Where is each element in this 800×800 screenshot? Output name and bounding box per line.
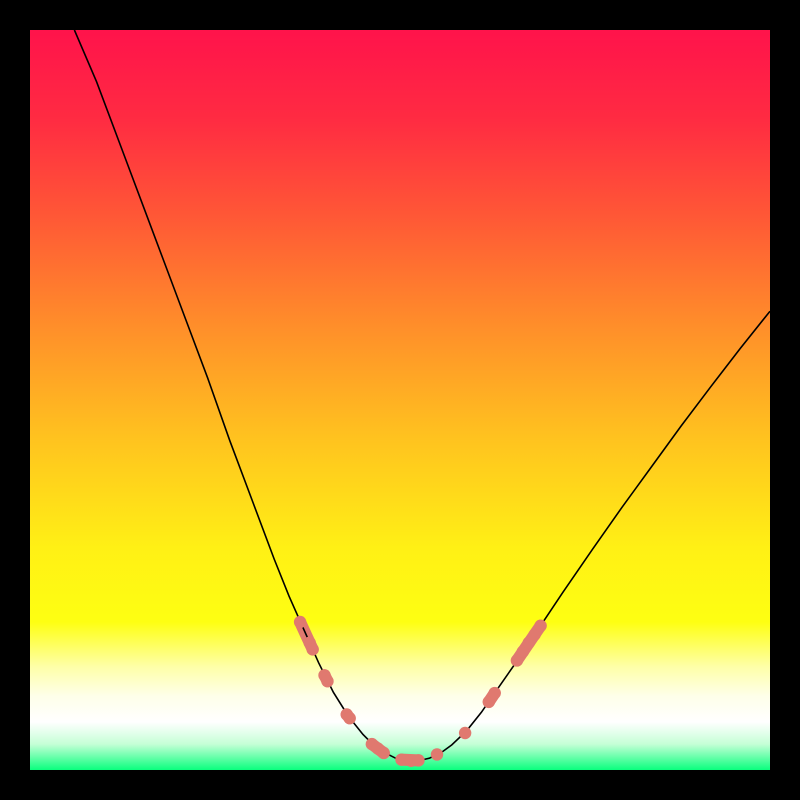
chart-svg — [30, 30, 770, 770]
data-marker — [306, 643, 318, 655]
data-marker — [378, 747, 390, 759]
data-marker — [489, 687, 501, 699]
v-curve — [74, 30, 770, 761]
frame-right — [770, 0, 800, 800]
data-marker — [412, 754, 424, 766]
frame-bottom — [0, 770, 800, 800]
plot-area — [30, 30, 770, 770]
data-marker — [459, 727, 471, 739]
data-marker — [534, 620, 546, 632]
data-marker — [321, 675, 333, 687]
data-marker — [431, 748, 443, 760]
frame-top — [0, 0, 800, 30]
data-marker — [343, 712, 355, 724]
frame-left — [0, 0, 30, 800]
marker-layer — [294, 616, 547, 767]
capsule-layer — [300, 622, 540, 760]
data-marker — [294, 616, 306, 628]
